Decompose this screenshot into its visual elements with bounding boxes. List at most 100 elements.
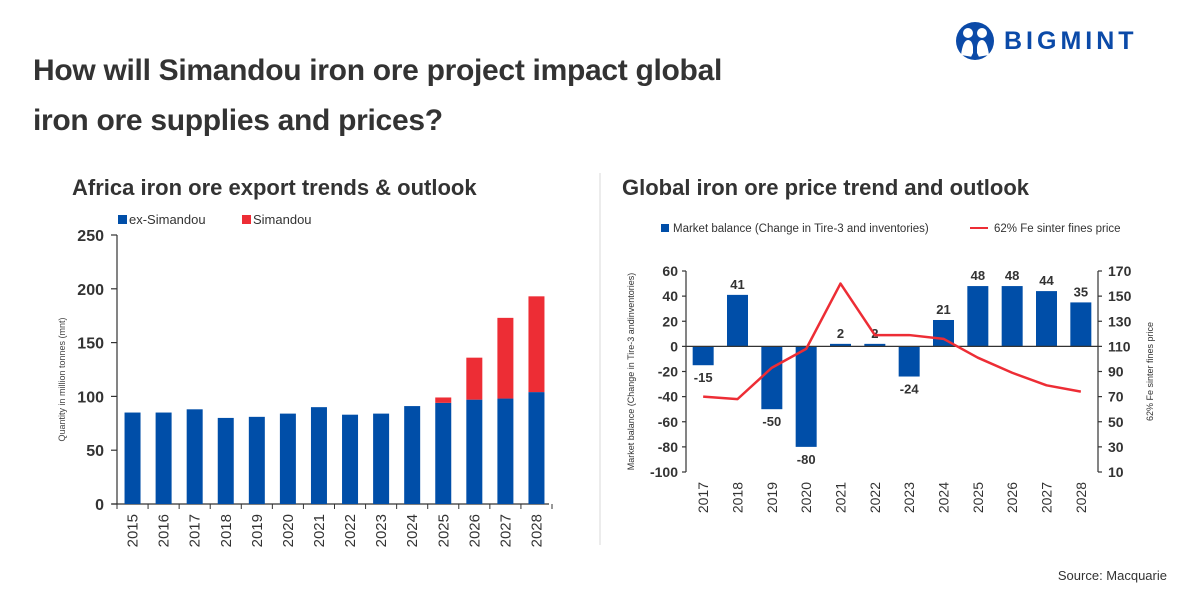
x-tick-label: 2023 [373,514,390,547]
bar-ex-simandou-2022 [342,414,359,504]
y-tick-label: 100 [77,389,104,406]
left-tick-label: -40 [658,389,678,405]
x-tick-label: 2026 [466,514,483,547]
x-tick-label: 2024 [936,482,952,513]
bar-data-label: 41 [730,277,744,292]
logo-text: BIGMINT [1004,26,1138,55]
y-tick-label: 50 [86,443,104,460]
legend-label: Market balance (Change in Tire-3 and inv… [673,223,929,235]
bar-ex-simandou-2019 [248,416,265,504]
legend-swatch-ex-simandou [118,215,127,224]
bar-ex-simandou-2015 [124,412,141,504]
left-tick-label: 0 [670,338,678,354]
x-tick-label: 2018 [218,514,235,547]
bar-ex-simandou-2016 [155,412,172,504]
chart-divider [599,173,601,545]
x-tick-label: 2019 [249,514,266,547]
bar-ex-simandou-2021 [310,407,327,504]
x-tick-label: 2019 [764,482,780,513]
x-tick-label: 2023 [901,482,917,513]
bar-simandou-2026 [466,357,483,400]
x-tick-label: 2022 [867,482,883,513]
bar-simandou-2025 [435,397,452,403]
x-tick-label: 2016 [156,514,173,547]
bar-data-label: 2 [837,326,844,341]
price-outlook-chart: Market balance (Change in Tire-3 and inv… [626,223,1155,513]
x-tick-label: 2024 [404,514,421,547]
x-tick-label: 2027 [497,514,514,547]
bar-data-label: -50 [762,414,781,429]
bar-market-balance-2017 [692,346,714,366]
bar-ex-simandou-2027 [497,398,514,504]
x-tick-label: 2022 [342,514,359,547]
x-tick-label: 2020 [280,514,297,547]
legend-swatch-simandou [242,215,251,224]
left-tick-label: -60 [658,414,678,430]
x-tick-label: 2020 [798,482,814,513]
y-tick-label: 200 [77,282,104,299]
right-tick-label: 70 [1108,389,1124,405]
x-tick-label: 2015 [125,514,142,547]
y-tick-label: 250 [77,228,104,245]
bigmint-logo: BIGMINT [955,21,1138,61]
bar-data-label: -24 [900,382,920,397]
bar-ex-simandou-2024 [404,406,421,504]
left-tick-label: 40 [662,288,678,304]
left-tick-label: -100 [650,464,678,480]
bar-market-balance-2027 [1036,291,1057,347]
bar-data-label: 48 [971,268,985,283]
right-tick-label: 150 [1108,288,1132,304]
right-chart-title: Global iron ore price trend and outlook [622,175,1030,200]
bar-data-label: 44 [1039,273,1054,288]
x-tick-label: 2027 [1039,482,1055,513]
bar-market-balance-2026 [1001,286,1023,347]
right-axis-title: 62% Fe sinter fines price [1145,322,1155,421]
legend-swatch-market-balance [661,224,669,232]
legend-label: ex-Simandou [129,212,206,227]
left-tick-label: -20 [658,364,678,380]
left-chart-title: Africa iron ore export trends & outlook [72,175,477,200]
right-tick-label: 90 [1108,364,1124,380]
x-tick-label: 2025 [970,482,986,513]
right-tick-label: 110 [1108,338,1131,354]
legend-label: Simandou [253,212,312,227]
bar-simandou-2027 [497,317,514,399]
y-tick-label: 0 [95,497,104,514]
right-tick-label: 130 [1108,313,1132,329]
x-tick-label: 2026 [1004,482,1020,513]
bar-ex-simandou-2018 [217,417,234,504]
bar-simandou-2028 [528,296,545,393]
price-line [703,282,1082,401]
bar-data-label: 21 [936,302,950,317]
bar-data-label: -80 [797,452,816,467]
left-tick-label: 20 [662,313,678,329]
people-logo-icon [956,22,994,60]
x-tick-label: 2025 [435,514,452,547]
bar-ex-simandou-2017 [186,409,203,504]
bar-market-balance-2028 [1070,302,1092,347]
left-axis-title: Market balance (Change in Tire-3 andinve… [626,273,636,471]
bar-market-balance-2023 [898,346,920,377]
left-tick-label: -80 [658,439,678,455]
bar-data-label: -15 [694,370,713,385]
bar-data-label: 48 [1005,268,1019,283]
left-tick-label: 60 [662,263,678,279]
title-line-1: How will Simandou iron ore project impac… [33,54,723,87]
x-tick-label: 2017 [695,482,711,513]
right-tick-label: 30 [1108,439,1124,455]
source-note: Source: Macquarie [1057,568,1167,583]
legend-label: 62% Fe sinter fines price [994,223,1121,235]
bar-market-balance-2020 [795,346,817,447]
bar-market-balance-2021 [830,343,851,347]
x-tick-label: 2028 [1073,482,1089,513]
bar-market-balance-2019 [761,346,783,410]
bar-ex-simandou-2023 [373,413,390,504]
bar-market-balance-2022 [864,343,886,347]
y-tick-label: 150 [77,336,104,353]
right-tick-label: 170 [1108,263,1132,279]
x-tick-label: 2017 [187,514,204,547]
right-tick-label: 10 [1108,464,1124,480]
bar-market-balance-2018 [727,294,748,347]
y-axis-title: Quantity in million tonnes (mnt) [57,317,67,441]
bar-market-balance-2024 [933,319,954,347]
